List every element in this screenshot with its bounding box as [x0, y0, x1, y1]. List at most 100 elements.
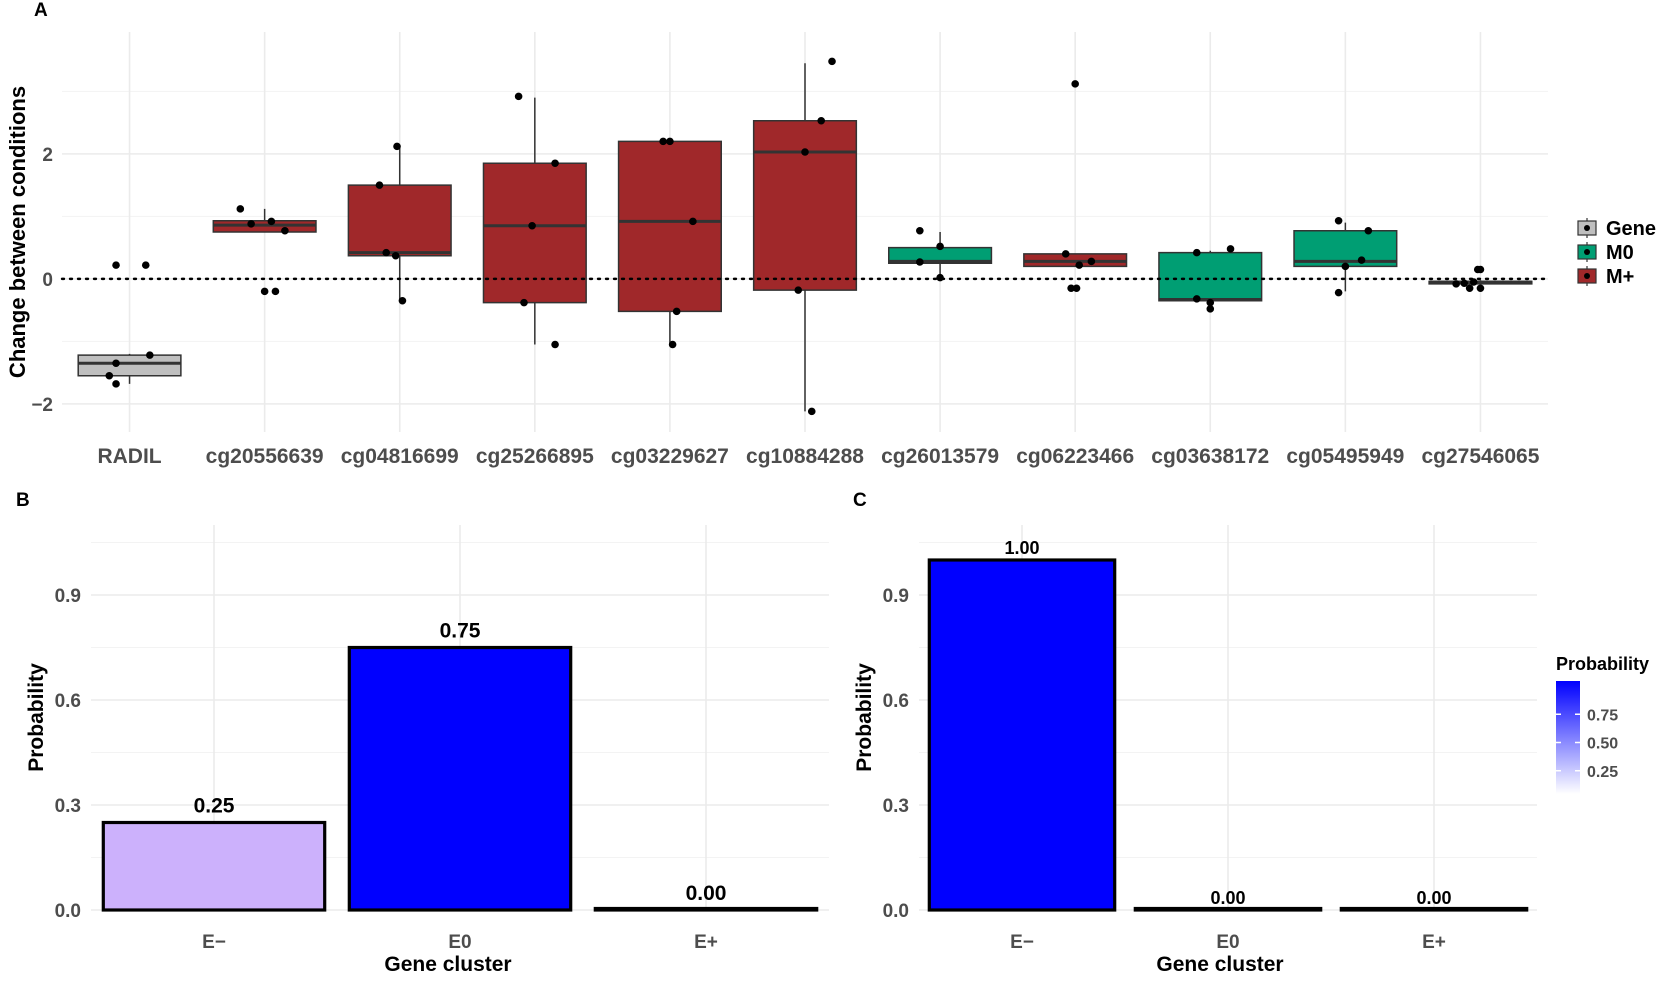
- y-tick-label: 0.0: [883, 901, 909, 922]
- x-tick-label: cg04816699: [341, 445, 459, 468]
- colorbar: [1556, 681, 1580, 794]
- bar-data-label: 0.75: [440, 620, 481, 643]
- box-mplus: [752, 120, 858, 291]
- data-point: [391, 251, 400, 260]
- data-point: [112, 380, 120, 388]
- x-axis-title: Gene cluster: [384, 953, 511, 976]
- data-point: [267, 217, 276, 226]
- bar-3: [1339, 906, 1529, 912]
- panel-b-barchart: 0.0 0.3 0.6 0.9 0.25 E− 0.75 E0 0.00 E+ Gene clust…: [25, 525, 829, 976]
- y-tick-label: 0.6: [55, 691, 81, 712]
- data-point: [1071, 80, 1079, 88]
- data-point: [1452, 280, 1460, 288]
- data-point: [666, 137, 674, 146]
- panel-c-barchart: 0.0 0.3 0.6 0.9 1.00 E− 0.00 E0 0.00 E+ Gene clust…: [853, 525, 1649, 976]
- colorbar-tick-label: 0.50: [1587, 736, 1618, 753]
- data-point: [551, 159, 559, 168]
- y-tick-label: −2: [31, 395, 53, 416]
- data-point: [916, 258, 924, 266]
- x-tick-label: cg05495949: [1286, 445, 1404, 468]
- data-point: [668, 340, 677, 349]
- legend-key-point: [1584, 249, 1590, 255]
- bar-2: [347, 645, 573, 912]
- bar-1: [927, 558, 1117, 912]
- x-tick-label: cg27546065: [1421, 445, 1539, 468]
- y-tick-label: 0.6: [883, 691, 909, 712]
- data-point: [260, 287, 269, 296]
- bar-2: [1133, 906, 1323, 912]
- data-point: [528, 221, 536, 230]
- data-point: [393, 142, 401, 151]
- x-axis-title: Gene cluster: [1156, 953, 1283, 976]
- data-point: [398, 296, 407, 305]
- data-point: [794, 286, 803, 294]
- y-tick-label: 0.0: [55, 901, 81, 922]
- bar-data-label: 0.00: [686, 882, 727, 905]
- data-point: [817, 116, 826, 125]
- data-point: [659, 137, 667, 146]
- data-point: [936, 242, 944, 251]
- x-tick-label: E+: [694, 932, 718, 953]
- legend-title: Probability: [1556, 654, 1649, 674]
- data-point: [1226, 245, 1235, 253]
- x-tick-label: E−: [1010, 932, 1034, 953]
- y-axis-title: Change between conditions: [5, 86, 30, 378]
- data-point: [936, 273, 944, 282]
- box-mplus: [617, 140, 722, 313]
- panel-label-a: A: [34, 0, 48, 21]
- bar-1: [101, 820, 327, 912]
- y-tick-label: 2: [42, 145, 53, 166]
- data-point: [382, 248, 391, 257]
- x-tick-label: cg03638172: [1151, 445, 1269, 468]
- box-mplus: [482, 162, 587, 304]
- data-point: [1061, 250, 1070, 258]
- panel-label-c: C: [853, 490, 867, 511]
- y-tick-label: 0.3: [55, 796, 81, 817]
- data-point: [1206, 298, 1215, 307]
- data-point: [112, 261, 120, 269]
- x-tick-label: E+: [1422, 932, 1446, 953]
- data-point: [1334, 288, 1343, 297]
- bar-data-label: 0.00: [1416, 888, 1451, 908]
- data-point: [1460, 279, 1469, 288]
- y-tick-label: 0.3: [883, 796, 909, 817]
- y-axis-title: Probability: [25, 663, 48, 772]
- data-point: [514, 92, 523, 101]
- legend-label-gene: Gene: [1606, 218, 1656, 240]
- data-point: [141, 261, 150, 269]
- data-point: [112, 359, 120, 368]
- bar-data-label: 0.25: [194, 795, 235, 818]
- box-m0: [1158, 251, 1263, 302]
- panel-label-b: B: [16, 490, 30, 511]
- data-point: [801, 148, 809, 156]
- data-point: [1469, 278, 1478, 286]
- x-tick-label: RADIL: [97, 445, 161, 468]
- data-point: [1192, 248, 1201, 257]
- box-mplus: [347, 184, 452, 257]
- data-point: [689, 217, 697, 226]
- data-point: [1192, 295, 1201, 303]
- data-point: [1206, 305, 1215, 313]
- colorbar-tick-label: 0.75: [1587, 707, 1618, 724]
- data-point: [807, 407, 816, 416]
- x-tick-label: cg20556639: [206, 445, 324, 468]
- data-point: [281, 226, 289, 235]
- data-point: [1465, 284, 1474, 293]
- y-tick-label: 0.9: [55, 586, 81, 607]
- data-point: [916, 226, 924, 235]
- data-point: [271, 287, 280, 296]
- data-point: [1476, 265, 1485, 274]
- x-tick-label: cg03229627: [611, 445, 729, 468]
- data-point: [1075, 261, 1084, 269]
- data-point: [247, 220, 255, 228]
- data-point: [1341, 262, 1350, 271]
- bar-data-label: 0.00: [1210, 888, 1245, 908]
- data-point: [375, 181, 384, 189]
- bar-3: [593, 906, 819, 912]
- x-tick-label: cg25266895: [476, 445, 594, 468]
- x-tick-label: cg10884288: [746, 445, 864, 468]
- data-point: [828, 57, 836, 66]
- y-tick-label: 0.9: [883, 586, 909, 607]
- legend-key-point: [1584, 273, 1590, 279]
